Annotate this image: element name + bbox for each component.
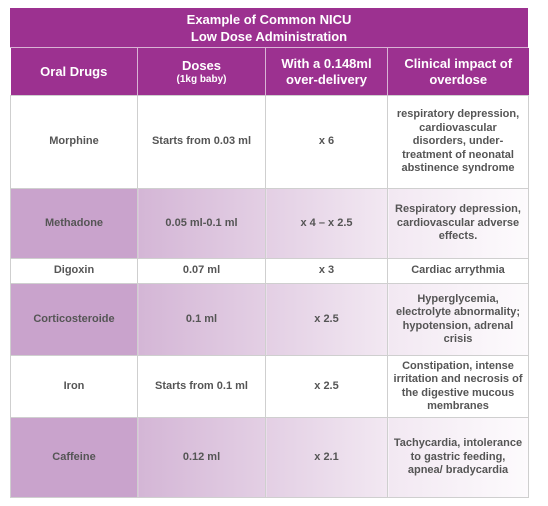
- header-note: (1kg baby): [176, 73, 227, 85]
- table-cell: Hyperglycemia, electrolyte abnormality; …: [387, 283, 529, 356]
- table-cell: 0.05 ml-0.1 ml: [137, 188, 266, 259]
- header-cell: With a 0.148ml over-delivery: [265, 48, 388, 96]
- table-cell: x 6: [265, 95, 388, 189]
- table-row: Morphine Starts from 0.03 ml x 6 respirator…: [10, 95, 529, 189]
- table-cell: 0.07 ml: [137, 258, 266, 284]
- table-row: Methadone 0.05 ml-0.1 ml x 4 – x 2.5 Respir…: [10, 188, 529, 259]
- table: Oral Drugs Doses (1kg baby) With a 0.148m…: [10, 48, 529, 498]
- table-cell: Respiratory depression, cardiovascular a…: [387, 188, 529, 259]
- table-row: Caffeine 0.12 ml x 2.1 Tachycardia, intoler…: [10, 417, 529, 498]
- table-cell: x 2.5: [265, 283, 388, 356]
- table-cell: 0.1 ml: [137, 283, 266, 356]
- header-cell: Oral Drugs: [10, 48, 138, 96]
- table-row: Iron Starts from 0.1 ml x 2.5 Constipation,…: [10, 355, 529, 418]
- table-cell: Tachycardia, intolerance to gastric feed…: [387, 417, 529, 498]
- table-row: Corticosteroide 0.1 ml x 2.5 Hyperglycemia,…: [10, 283, 529, 356]
- header-row: Oral Drugs Doses (1kg baby) With a 0.148m…: [10, 48, 529, 96]
- header-cell: Clinical impact of overdose: [387, 48, 529, 96]
- table-cell: 0.12 ml: [137, 417, 266, 498]
- table-cell: x 2.1: [265, 417, 388, 498]
- table-cell: x 2.5: [265, 355, 388, 418]
- table-row: Digoxin 0.07 ml x 3 Cardiac arrythmia: [10, 258, 529, 284]
- title-line: Low Dose Administration: [190, 29, 348, 44]
- table-cell: Corticosteroide: [10, 283, 138, 356]
- header-text: Doses: [181, 57, 222, 73]
- title-line: Example of Common NICU: [186, 12, 352, 27]
- table-cell: Methadone: [10, 188, 138, 259]
- table-cell: Morphine: [10, 95, 138, 189]
- table-cell: Iron: [10, 355, 138, 418]
- header-cell: Doses (1kg baby): [137, 48, 266, 96]
- table-cell: Caffeine: [10, 417, 138, 498]
- table-cell: Cardiac arrythmia: [387, 258, 529, 284]
- table-title: Example of Common NICU Low Dose Administ…: [10, 8, 528, 48]
- table-cell: x 3: [265, 258, 388, 284]
- table-cell: x 4 – x 2.5: [265, 188, 388, 259]
- table-body: Morphine Starts from 0.03 ml x 6 respirator…: [10, 95, 529, 498]
- table-cell: Starts from 0.03 ml: [137, 95, 266, 189]
- table-cell: respiratory depression, cardiovascular d…: [387, 95, 529, 189]
- table-container: Example of Common NICU Low Dose Administ…: [10, 8, 529, 498]
- table-cell: Digoxin: [10, 258, 138, 284]
- table-cell: Constipation, intense irritation and nec…: [387, 355, 529, 418]
- table-cell: Starts from 0.1 ml: [137, 355, 266, 418]
